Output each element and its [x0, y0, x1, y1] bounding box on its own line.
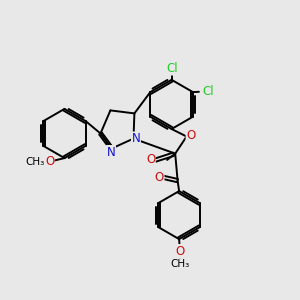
Text: O: O [146, 153, 155, 166]
Text: N: N [106, 146, 116, 159]
Text: O: O [175, 244, 184, 258]
Text: CH₃: CH₃ [26, 157, 45, 167]
Text: N: N [131, 132, 140, 145]
Text: Cl: Cl [203, 85, 214, 98]
Text: O: O [155, 170, 164, 184]
Text: O: O [45, 155, 54, 168]
Text: CH₃: CH₃ [171, 259, 190, 269]
Text: O: O [186, 129, 195, 142]
Text: Cl: Cl [167, 62, 178, 75]
